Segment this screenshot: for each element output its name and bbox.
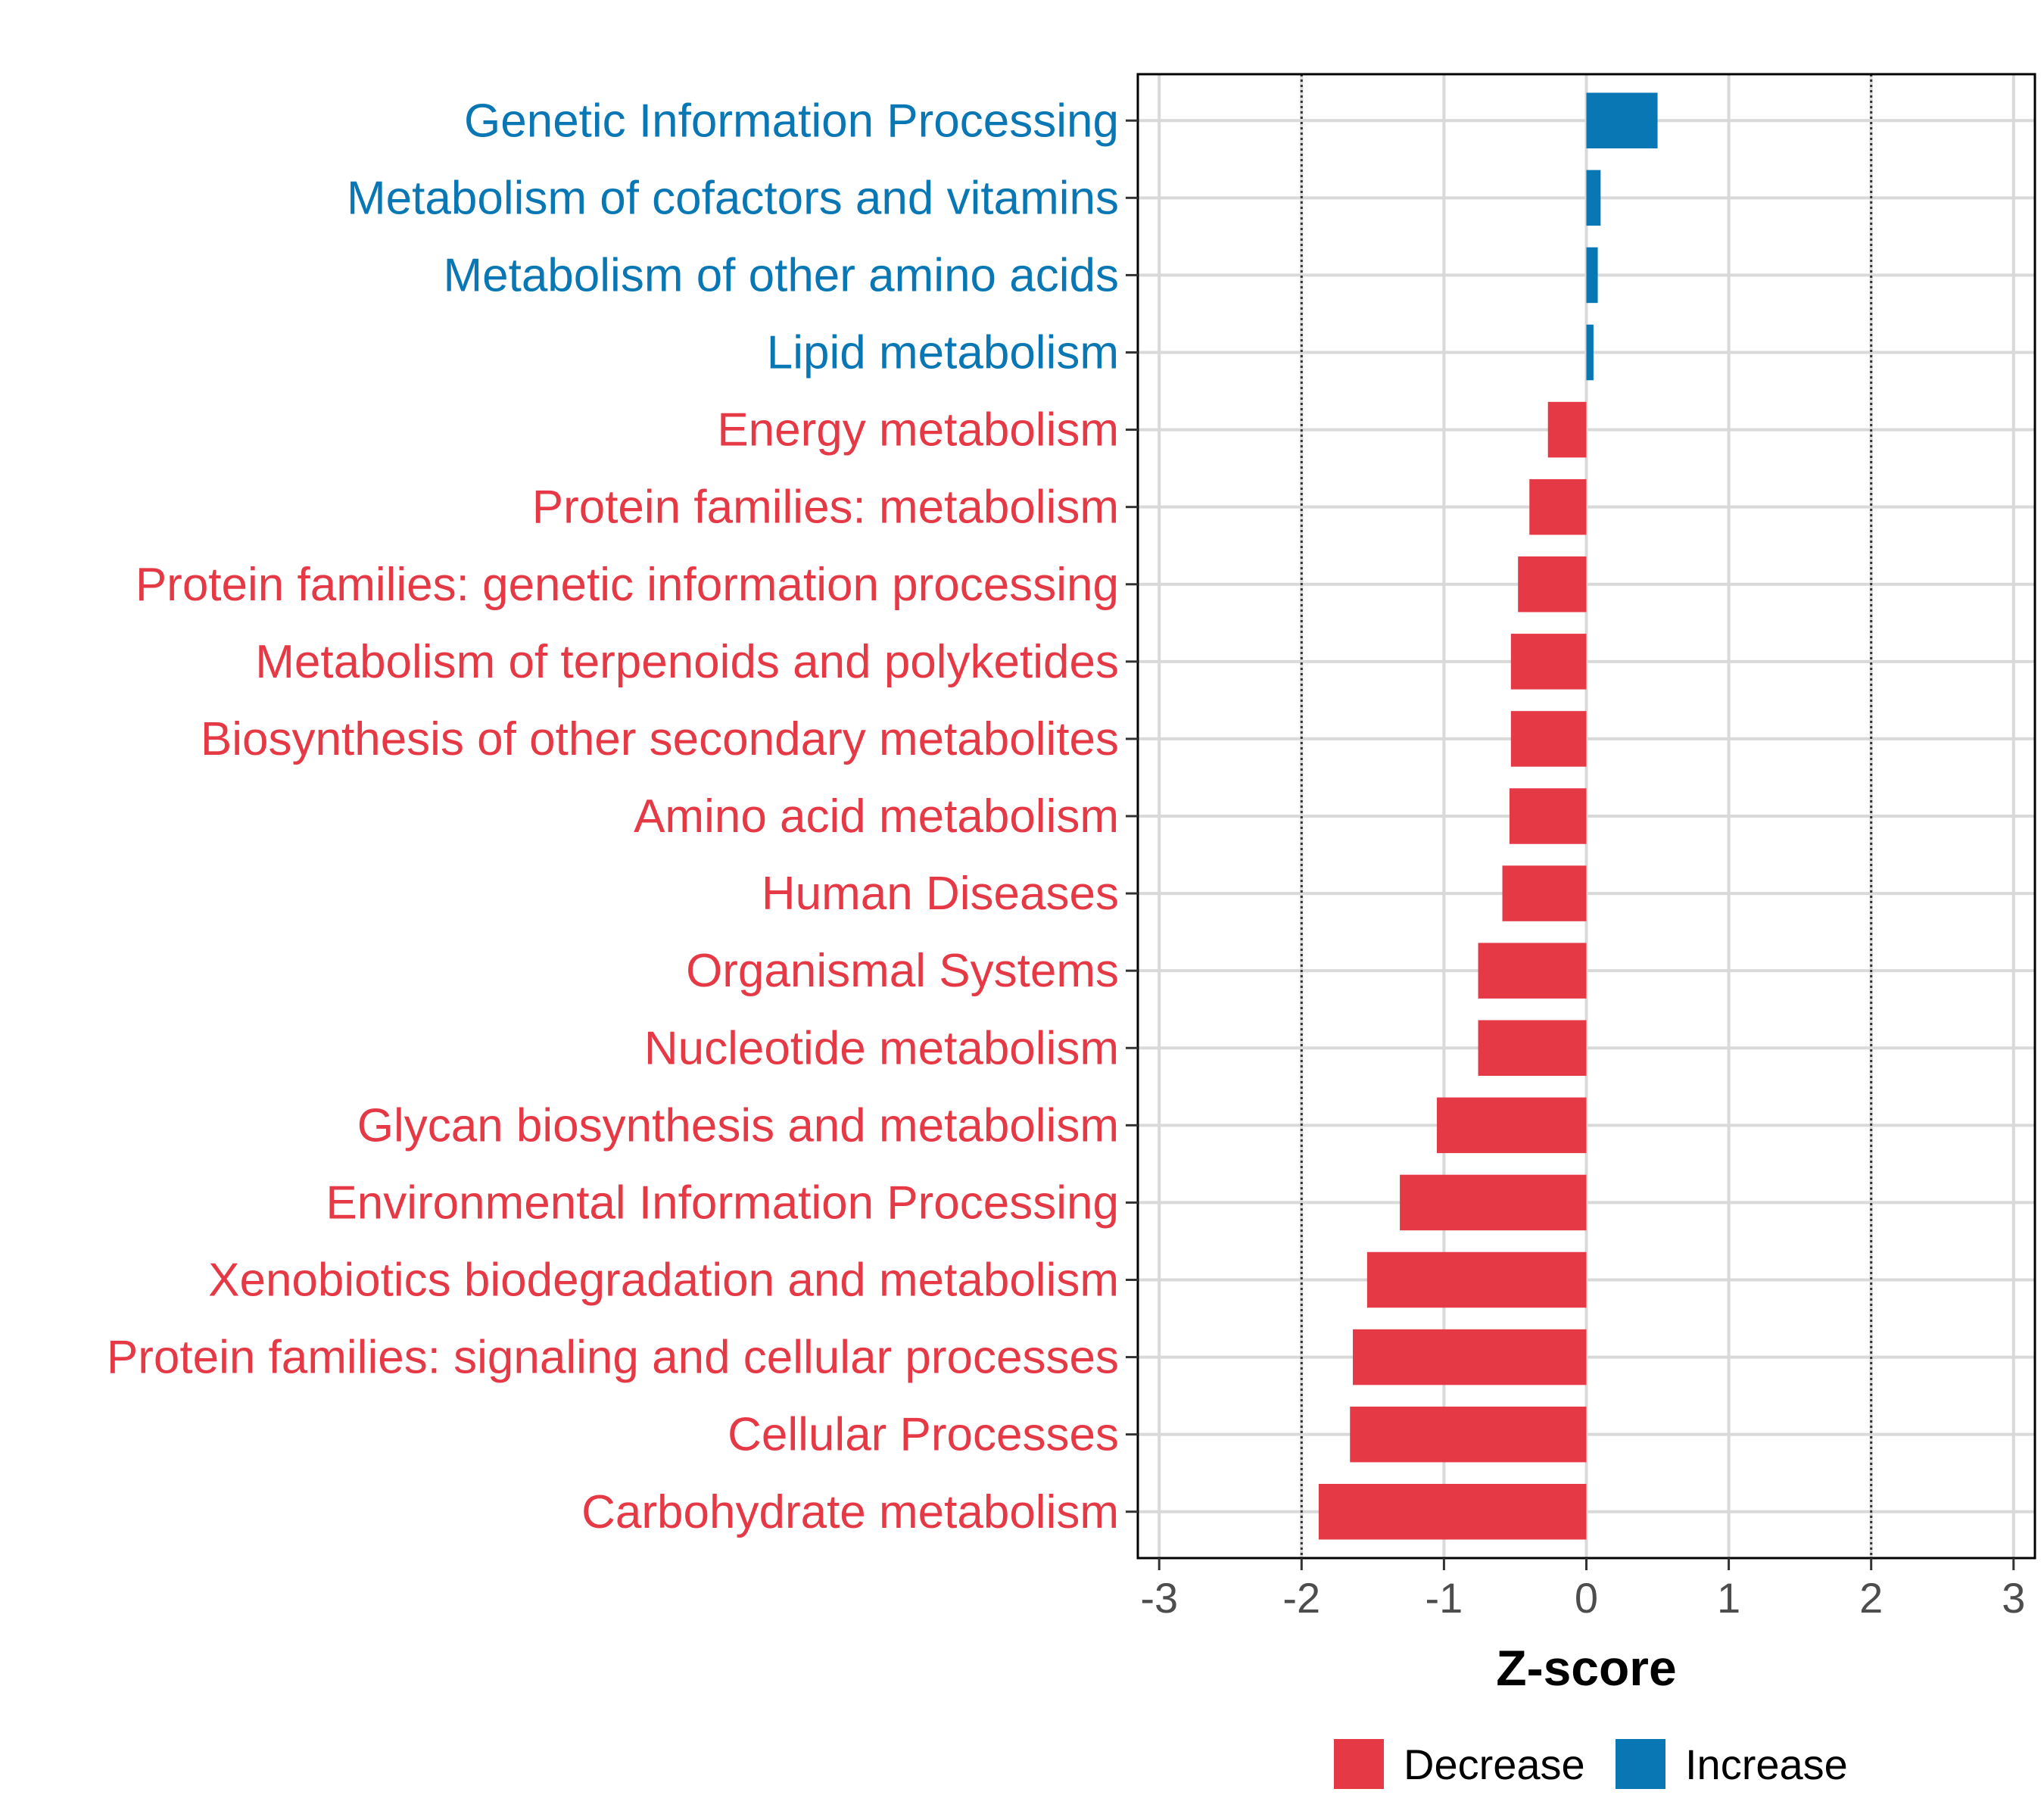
y-axis-ticks (1126, 119, 1138, 1513)
legend: Decrease Increase (1334, 1739, 1848, 1789)
category-label: Xenobiotics biodegradation and metabolis… (208, 1254, 1119, 1307)
category-label: Metabolism of cofactors and vitamins (347, 172, 1119, 224)
bar (1586, 247, 1598, 304)
bars (1318, 92, 1658, 1540)
category-label: Carbohydrate metabolism (581, 1486, 1119, 1538)
x-tick-label: 2 (1859, 1574, 1883, 1622)
x-axis-ticks (1158, 1558, 2015, 1570)
category-label: Metabolism of other amino acids (443, 249, 1119, 301)
category-label: Organismal Systems (686, 945, 1119, 997)
bar (1510, 634, 1587, 690)
bar (1318, 1484, 1587, 1540)
category-label: Protein families: metabolism (532, 482, 1119, 534)
bar (1586, 170, 1601, 226)
x-tick-label: 3 (2002, 1574, 2025, 1622)
x-tick-labels: -3 -2 -1 0 1 2 3 (1140, 1574, 2025, 1622)
bar (1586, 92, 1658, 148)
legend-swatch (1616, 1739, 1665, 1789)
category-label: Biosynthesis of other secondary metaboli… (201, 713, 1119, 765)
x-axis-title: Z-score (1496, 1640, 1676, 1696)
legend-label: Decrease (1404, 1741, 1585, 1788)
x-tick-label: 1 (1717, 1574, 1740, 1622)
bar (1510, 711, 1587, 767)
x-tick-label: 0 (1575, 1574, 1598, 1622)
category-label: Energy metabolism (717, 404, 1119, 457)
x-tick-label: -2 (1282, 1574, 1320, 1622)
x-tick-label: -3 (1140, 1574, 1178, 1622)
category-label: Cellular Processes (728, 1409, 1119, 1461)
bar (1437, 1097, 1587, 1154)
bar (1400, 1174, 1587, 1231)
bar (1547, 401, 1587, 458)
bar (1478, 943, 1587, 999)
x-tick-label: -1 (1426, 1574, 1463, 1622)
bar (1518, 556, 1587, 612)
bar (1350, 1406, 1587, 1463)
category-label: Environmental Information Processing (326, 1177, 1119, 1229)
category-label: Human Diseases (762, 868, 1119, 920)
bar (1509, 788, 1587, 844)
category-label: Amino acid metabolism (634, 790, 1119, 843)
category-labels: Genetic Information Processing Metabolism… (107, 95, 1119, 1538)
category-label: Genetic Information Processing (464, 95, 1119, 147)
category-label: Lipid metabolism (767, 327, 1119, 379)
bar (1353, 1329, 1587, 1385)
legend-label: Increase (1685, 1741, 1848, 1788)
reference-lines (1300, 74, 1873, 1558)
category-label: Metabolism of terpenoids and polyketides (255, 636, 1119, 688)
bar (1502, 865, 1587, 921)
bar (1478, 1020, 1587, 1076)
category-label: Nucleotide metabolism (644, 1022, 1119, 1074)
bar (1529, 478, 1587, 535)
category-label: Protein families: signaling and cellular… (107, 1332, 1119, 1384)
category-label: Glycan biosynthesis and metabolism (357, 1099, 1119, 1152)
category-label: Protein families: genetic information pr… (136, 559, 1119, 611)
bar (1366, 1251, 1587, 1308)
legend-swatch (1334, 1739, 1384, 1789)
bar (1586, 324, 1594, 381)
